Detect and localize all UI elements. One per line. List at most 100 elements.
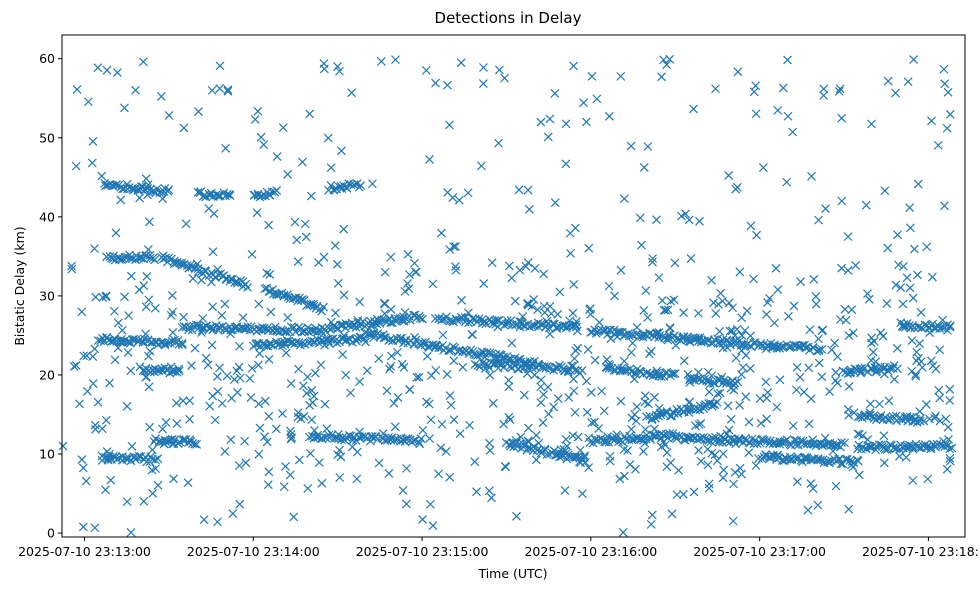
detection-point [190, 343, 200, 353]
detection-point [661, 305, 671, 315]
detection-point [782, 435, 792, 445]
detection-point [458, 346, 468, 356]
detection-point [58, 441, 68, 451]
detection-point [662, 60, 672, 70]
detection-point [512, 511, 521, 521]
detection-point [782, 177, 792, 187]
detection-point [604, 281, 614, 291]
detection-point [212, 372, 222, 381]
detection-point [584, 463, 594, 473]
detection-point [449, 415, 459, 425]
detection-point [78, 463, 88, 473]
detection-point [140, 185, 150, 195]
detection-point [806, 394, 816, 404]
detection-point [518, 312, 528, 322]
y-tick-label: 40 [39, 209, 55, 224]
detection-point [281, 462, 290, 471]
detection-point [770, 318, 779, 328]
x-tick-label: 2025-07-10 23:15:00 [356, 544, 489, 559]
detection-point [221, 143, 231, 153]
detection-point [542, 450, 552, 460]
detection-point [159, 187, 169, 196]
detection-point [843, 232, 853, 242]
detection-point [615, 474, 625, 484]
detection-point [367, 179, 377, 189]
detection-point [898, 299, 908, 309]
detection-point [303, 483, 313, 493]
detection-point [306, 449, 315, 458]
detection-point [81, 476, 91, 486]
detection-point [934, 385, 944, 395]
detection-point [111, 228, 121, 238]
detection-point [913, 270, 922, 280]
detection-point [639, 435, 648, 445]
detection-point [808, 435, 818, 445]
detection-point [581, 117, 591, 127]
detection-point [272, 290, 282, 300]
detection-point [257, 191, 267, 201]
detection-point [420, 337, 430, 347]
detection-point [570, 407, 580, 417]
detection-point [567, 361, 576, 371]
detection-point [762, 414, 772, 424]
detection-point [112, 454, 122, 464]
y-axis-title: Bistatic Delay (km) [12, 226, 27, 345]
detection-point [733, 67, 743, 77]
detection-point [943, 87, 953, 97]
detection-point [652, 368, 662, 378]
detection-point [875, 399, 884, 409]
detection-point [123, 337, 132, 347]
detection-point [106, 475, 116, 485]
detection-point [871, 367, 881, 377]
detection-point [369, 329, 379, 339]
detection-point [565, 228, 575, 238]
detection-point [677, 211, 686, 221]
detection-point [141, 372, 151, 382]
detection-point [507, 338, 517, 348]
detection-point [927, 272, 937, 282]
detection-point [667, 509, 677, 519]
detection-point [902, 273, 912, 283]
detection-point [421, 65, 431, 75]
detection-point [129, 334, 139, 344]
detection-point [418, 425, 428, 435]
detection-point [674, 465, 684, 475]
detection-point [737, 313, 747, 323]
detection-point [339, 224, 349, 234]
detection-point [631, 416, 641, 426]
detection-point [135, 193, 144, 203]
detection-point [67, 261, 77, 271]
detection-point [788, 421, 798, 431]
detection-point [90, 244, 99, 254]
detection-point [450, 343, 460, 353]
detection-point [737, 370, 746, 379]
detection-point [879, 431, 889, 441]
detection-point [141, 329, 151, 339]
detection-point [945, 321, 955, 331]
detection-point [246, 393, 256, 403]
detection-point [783, 55, 792, 65]
detection-point [401, 499, 411, 509]
detection-point [352, 474, 362, 484]
detection-point [711, 432, 720, 442]
detection-point [842, 454, 852, 464]
detection-point [575, 457, 584, 467]
detection-point [628, 338, 638, 348]
detection-point [819, 84, 829, 94]
detection-point [728, 516, 738, 526]
detection-point [330, 241, 340, 250]
detection-point [243, 283, 252, 292]
detection-point [474, 314, 484, 324]
detection-point [685, 337, 695, 347]
detection-point [88, 352, 98, 362]
detection-point [530, 263, 540, 273]
detection-point [451, 265, 461, 275]
detection-point [911, 369, 921, 379]
detection-point [778, 83, 788, 93]
detection-point [361, 337, 370, 347]
detection-point [196, 275, 206, 285]
detection-point [907, 336, 917, 346]
detection-point [927, 116, 936, 126]
detection-point [78, 522, 88, 532]
detection-point [445, 472, 455, 482]
